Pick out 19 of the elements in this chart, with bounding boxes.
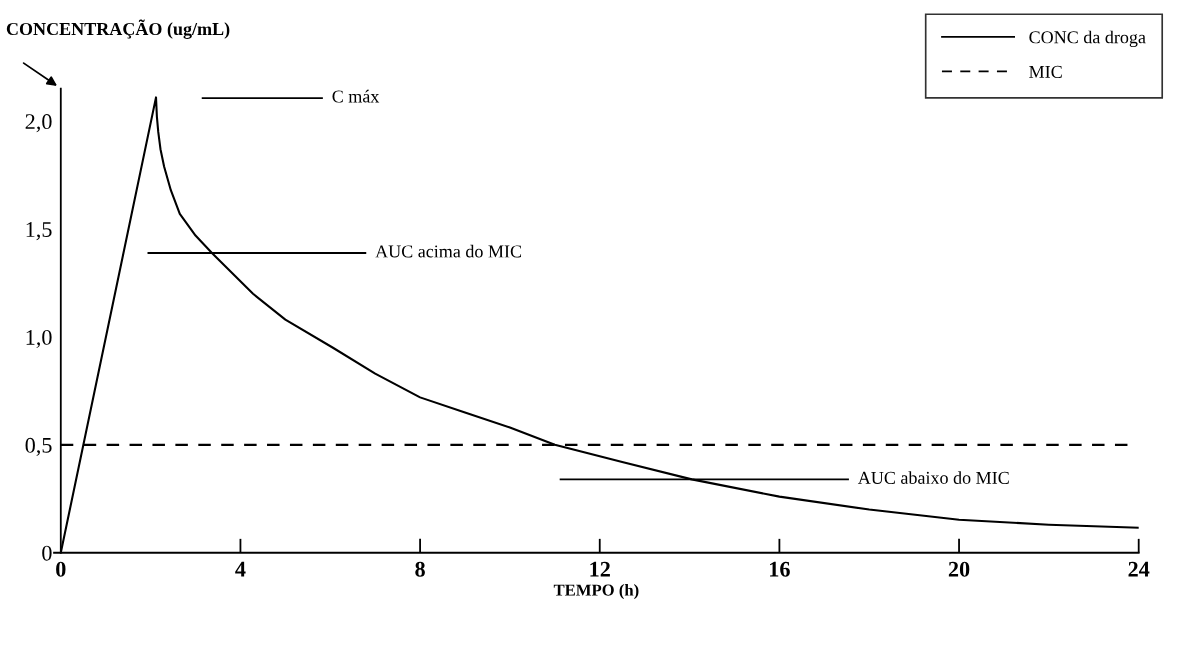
x-tick-label: 8	[415, 561, 425, 577]
legend-label: MIC	[1029, 65, 1062, 78]
y-tick-label: 0,5	[25, 437, 52, 456]
y-tick-label: 2,0	[25, 114, 52, 133]
x-tick-label: 20	[948, 561, 970, 577]
y-tick-label: 1,0	[26, 329, 52, 349]
x-tick-label: 0	[56, 561, 66, 577]
annotation: C máx	[332, 89, 380, 103]
y-tick-label: 1,5	[26, 222, 52, 241]
annotation: AUC abaixo do MIC	[857, 471, 1009, 484]
y-axis-title: CONCENTRAÇÃO (ug/mL)	[6, 19, 230, 39]
annotation: AUC acima do MIC	[375, 244, 522, 258]
x-tick-label: 4	[235, 561, 246, 577]
x-axis-title: TEMPO (h)	[553, 584, 639, 600]
x-tick-label: 24	[1128, 561, 1150, 577]
y-tick-label: 0	[42, 545, 52, 561]
x-tick-label: 16	[770, 561, 790, 577]
legend-label: CONC da droga	[1029, 30, 1146, 48]
x-tick-label: 12	[590, 561, 610, 577]
